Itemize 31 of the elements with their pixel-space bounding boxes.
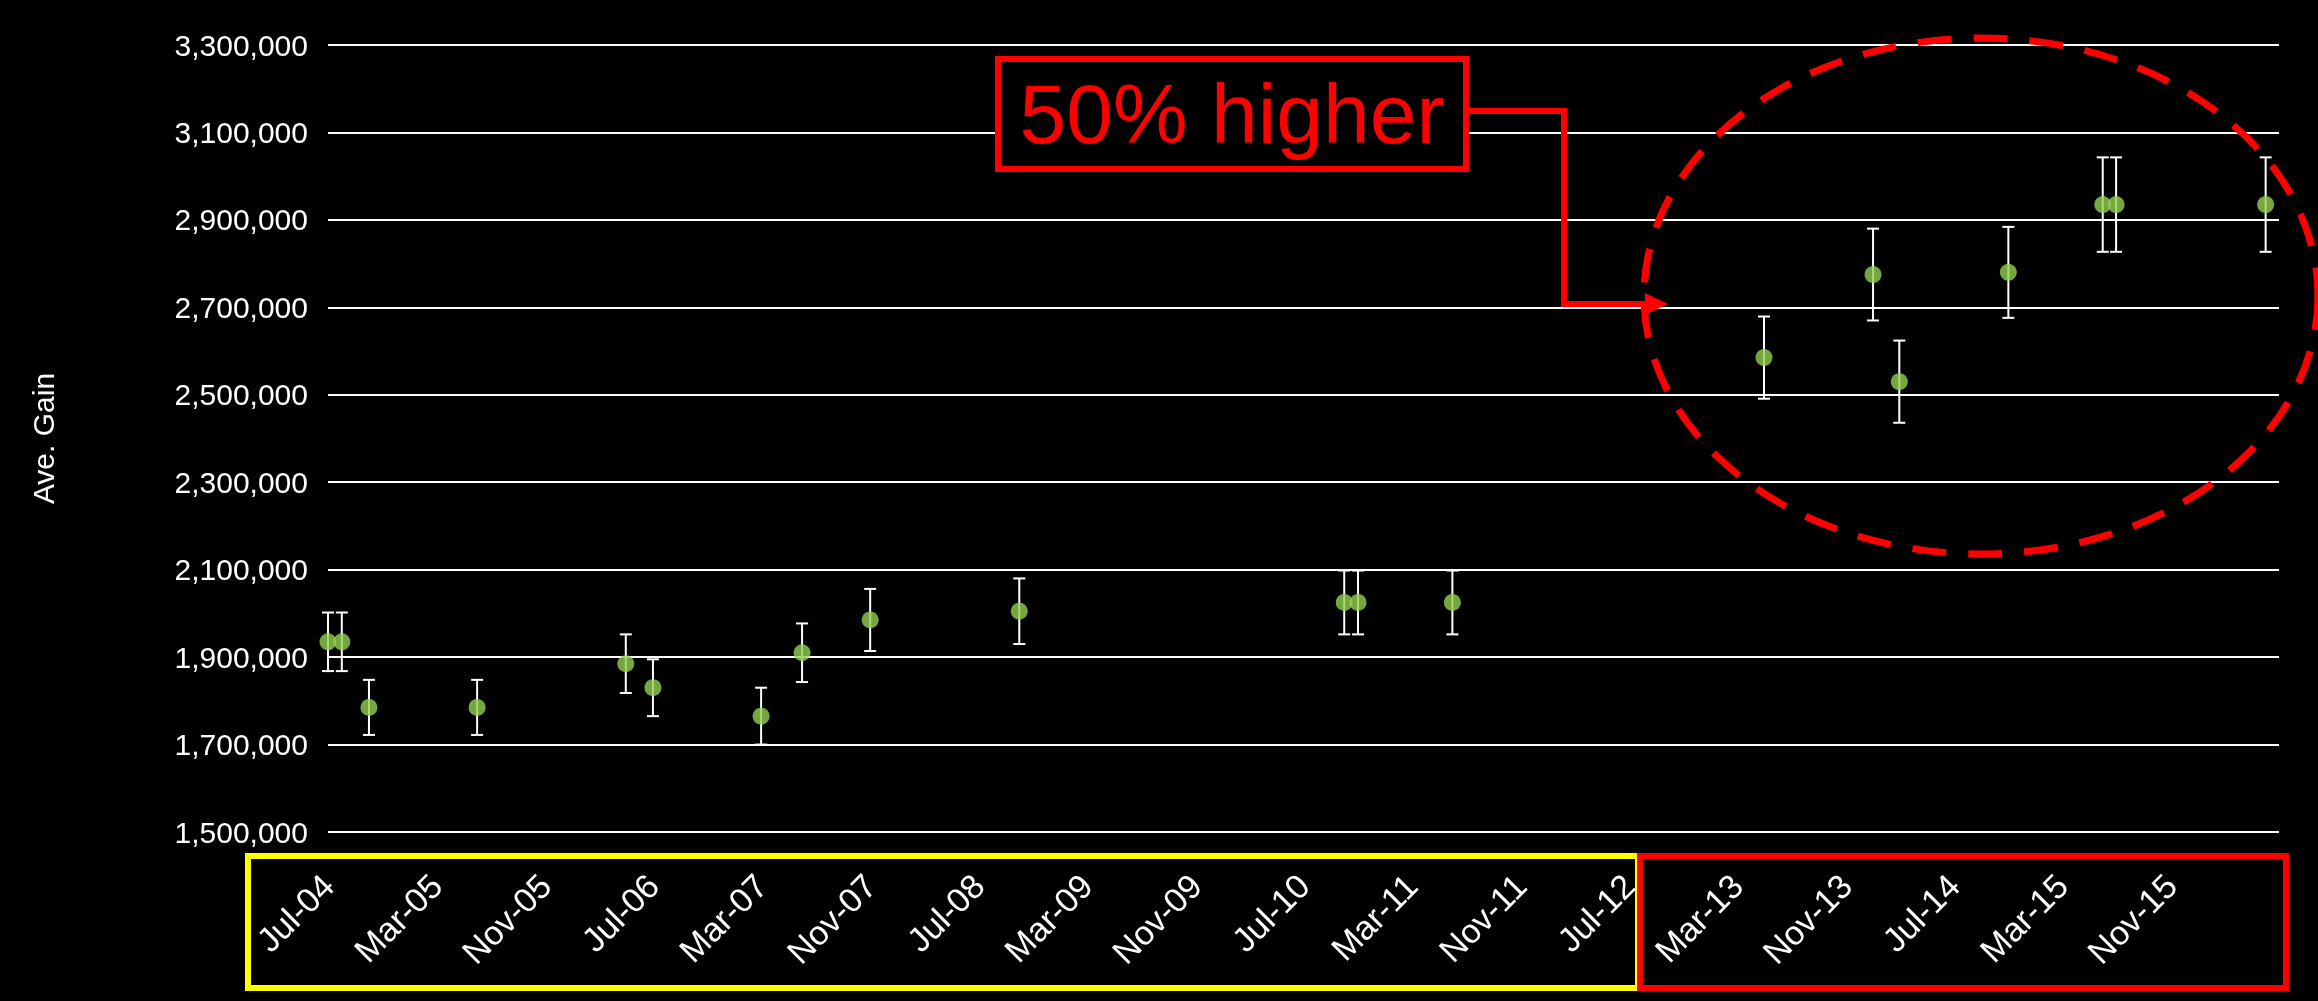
annotation: 50% higher — [995, 56, 1469, 172]
point — [1335, 593, 1353, 611]
point — [861, 611, 879, 629]
y-tick-label: 3,300,000 — [174, 28, 308, 62]
point — [2094, 196, 2112, 214]
point — [1010, 602, 1028, 620]
point — [1349, 593, 1367, 611]
point — [1864, 266, 1882, 284]
y-tick-label: 2,300,000 — [174, 465, 308, 499]
y-tick-label: 2,900,000 — [174, 203, 308, 237]
y-tick-label: 2,100,000 — [174, 553, 308, 587]
y-tick-label: 1,700,000 — [174, 728, 308, 762]
point — [2107, 196, 2125, 214]
point — [752, 707, 770, 725]
y-tick-label: 1,500,000 — [174, 815, 308, 849]
point — [360, 698, 378, 716]
point — [1443, 593, 1461, 611]
point — [1999, 263, 2017, 281]
y-tick-label: 3,100,000 — [174, 115, 308, 149]
y-tick-label: 2,500,000 — [174, 378, 308, 412]
point — [2257, 196, 2275, 214]
point — [468, 698, 486, 716]
point — [617, 655, 635, 673]
point — [1755, 349, 1773, 367]
y-axis-title: Ave. Gain — [26, 372, 60, 505]
y-tick-label: 2,700,000 — [174, 290, 308, 324]
point — [793, 644, 811, 662]
y-tick-label: 1,900,000 — [174, 640, 308, 674]
point — [644, 679, 662, 697]
point — [333, 633, 351, 651]
point — [1890, 373, 1908, 391]
